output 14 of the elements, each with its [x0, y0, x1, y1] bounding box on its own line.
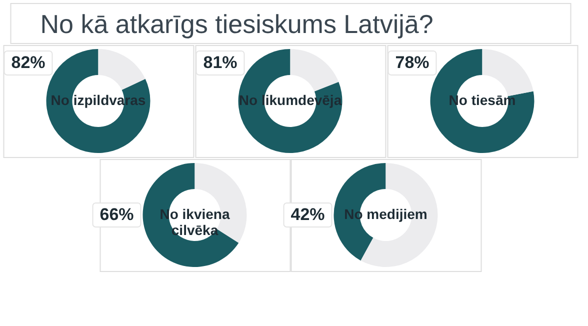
donut-slice [360, 163, 438, 267]
data-label: 42% [290, 205, 325, 224]
data-label: 82% [11, 53, 46, 72]
donut-slice [46, 49, 150, 153]
data-label: 81% [203, 53, 238, 72]
donut-slice [98, 49, 146, 90]
donut-slice [482, 49, 534, 96]
donut-slice [238, 49, 342, 153]
data-label: 66% [100, 205, 134, 224]
donut-slice [142, 163, 239, 267]
donut-slice [430, 49, 534, 153]
data-label: 78% [395, 53, 430, 72]
donut-slice [290, 49, 339, 92]
text: No kā atkarīgs tiesiskums Latvijā? [40, 9, 434, 39]
